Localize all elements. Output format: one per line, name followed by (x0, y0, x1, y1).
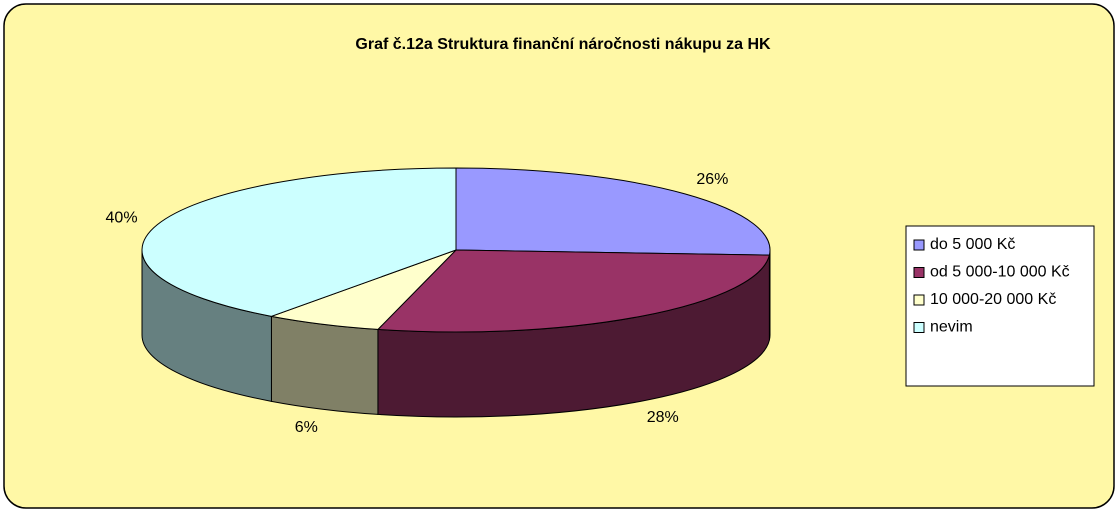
data-label: 26% (696, 171, 728, 188)
pie-tops (141, 167, 771, 333)
data-label: 28% (647, 409, 679, 426)
pie-slice (269, 249, 457, 330)
chart-title: Graf č.12a Struktura finanční náročnosti… (355, 36, 771, 53)
legend (905, 225, 1095, 387)
legend-swatch (913, 322, 925, 333)
legend-label: od 5 000-10 000 Kč (930, 264, 1070, 281)
legend-label: nevim (930, 319, 973, 336)
legend-swatch (913, 294, 925, 306)
legend-label: 10 000-20 000 Kč (930, 291, 1056, 308)
data-label: 6% (295, 419, 318, 436)
pie-wall (270, 315, 379, 415)
legend-swatch (913, 239, 925, 251)
pie-walls (141, 249, 771, 418)
pie-slice (376, 249, 771, 333)
pie-slice (455, 167, 771, 256)
data-label: 40% (106, 210, 138, 227)
legend-swatch (913, 267, 925, 278)
legend-label: do 5 000 Kč (930, 236, 1015, 253)
pie-slice (141, 167, 457, 317)
